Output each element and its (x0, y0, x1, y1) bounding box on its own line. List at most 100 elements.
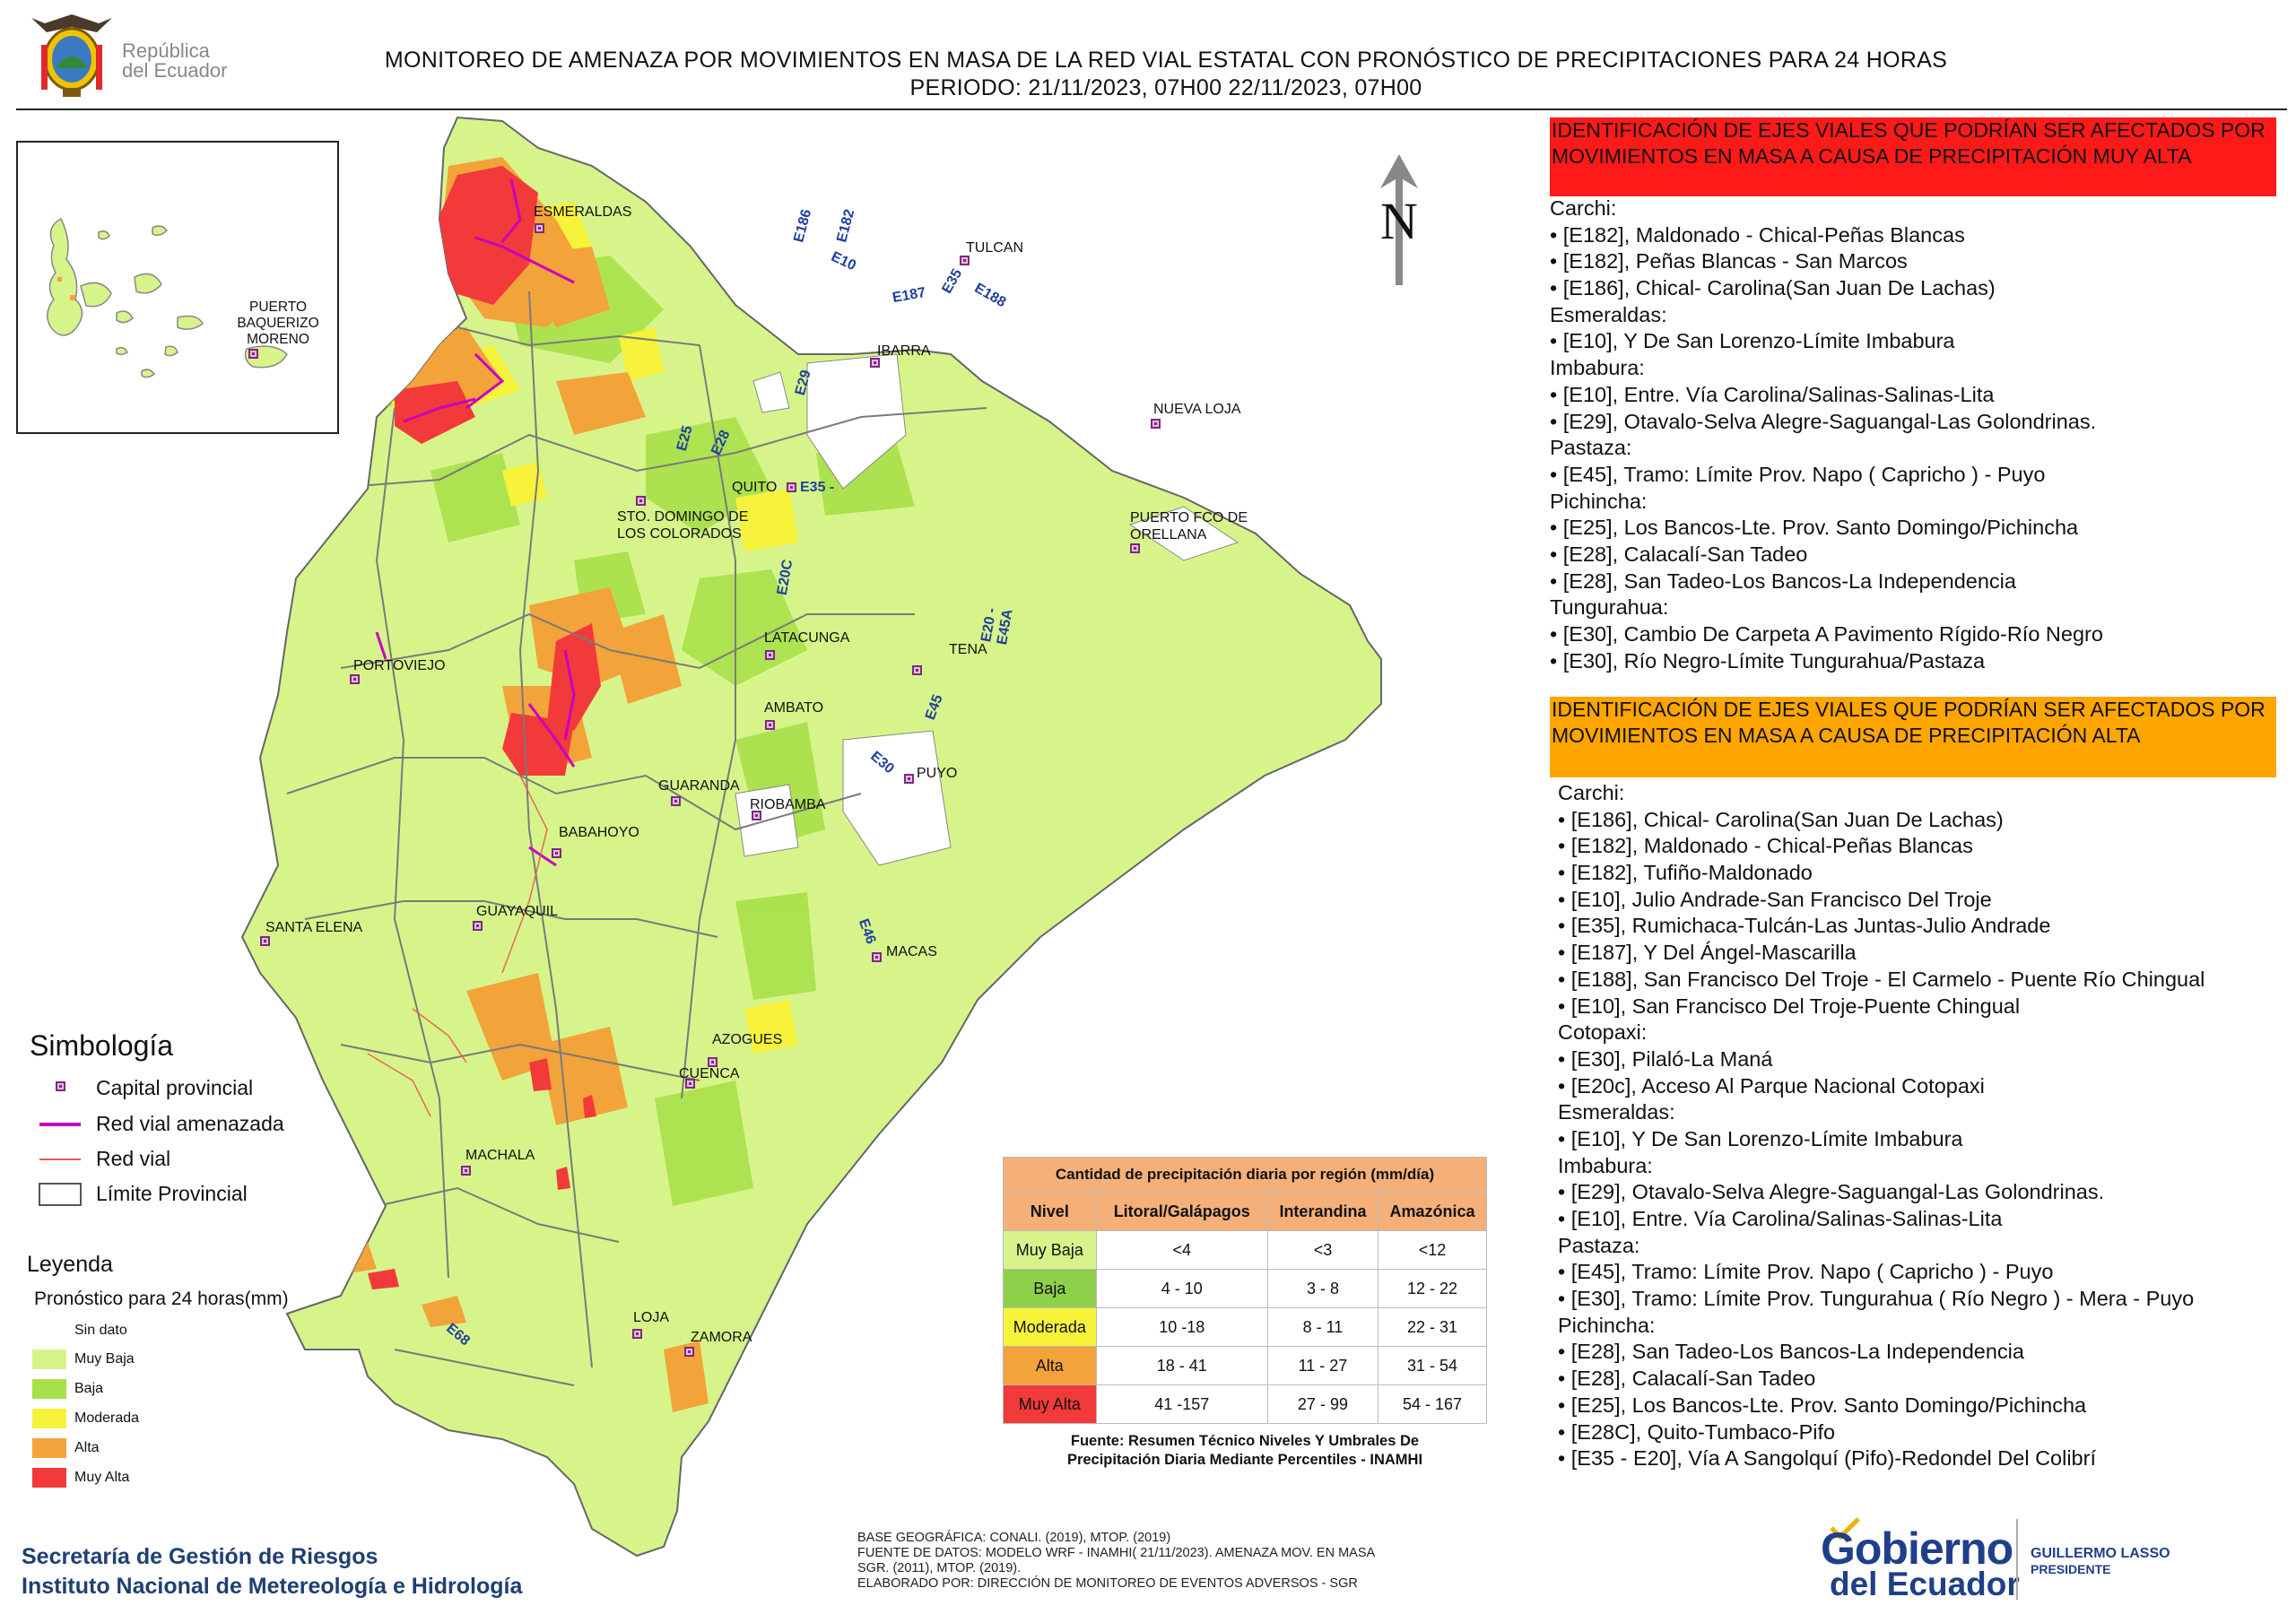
roads-list-alta: Carchi: • [E186], Chical- Carolina(San J… (1558, 780, 2205, 1472)
city-label-riobamba: RIOBAMBA (750, 797, 826, 812)
list-item: Esmeraldas: (1558, 1100, 1675, 1124)
legend-label: Moderada (74, 1410, 140, 1426)
list-item: • [E30], Cambio De Carpeta A Pavimento R… (1550, 622, 2103, 646)
capital-marker-icon (752, 811, 761, 820)
city-label-latacunga: LATACUNGA (764, 630, 850, 646)
capital-marker-icon (708, 1057, 718, 1067)
city-label-santa-elena: SANTA ELENA (265, 920, 363, 935)
president-name: GUILLERMO LASSO (2031, 1546, 2170, 1561)
city-label-puerto-baquerizo: PUERTO BAQUERIZO MORENO (237, 299, 319, 347)
capital-marker-icon (960, 256, 970, 265)
credit-line: SGR. (2011), MTOP. (2019). (857, 1561, 1022, 1575)
gobierno-check-icon (1830, 1517, 1860, 1541)
list-item: • [E30], Río Negro-Límite Tungurahua/Pas… (1550, 648, 1986, 673)
list-item: • [E10], Y De San Lorenzo-Límite Imbabur… (1558, 1126, 1963, 1150)
capital-marker-icon (872, 952, 882, 962)
legend-label: Muy Baja (74, 1351, 135, 1367)
city-label-cuenca: CUENCA (679, 1066, 740, 1081)
legend-swatch (32, 1409, 66, 1428)
city-label-puerto-orellana: PUERTO FCO DE ORELLANA (1130, 510, 1248, 542)
north-arrow-icon (1380, 154, 1418, 285)
legend-swatch (32, 1350, 66, 1369)
precip-cell: 54 - 167 (1378, 1384, 1487, 1424)
legend-title: Leyenda (27, 1252, 113, 1277)
republica-ecuador-logo: República del Ecuador (27, 9, 260, 103)
list-item: • [E28C], Quito-Tumbaco-Pifo (1558, 1419, 1836, 1444)
symbology-label: Límite Provincial (96, 1182, 248, 1205)
page-title: MONITOREO DE AMENAZA POR MOVIMIENTOS EN … (269, 47, 2063, 102)
source-line-2: Precipitación Diaria Mediante Percentile… (1066, 1452, 1423, 1468)
list-item: • [E182], Tufiño-Maldonado (1558, 861, 1813, 885)
list-item: • [E10], Entre. Vía Carolina/Salinas-Sal… (1558, 1207, 2003, 1230)
precip-cell: 41 -157 (1095, 1384, 1268, 1424)
gobierno-word: Gobierno (1821, 1523, 2013, 1574)
precip-cell: 22 - 31 (1378, 1307, 1487, 1347)
logo-line-2: del Ecuador (122, 59, 228, 82)
capital-marker-icon (870, 358, 880, 368)
capital-marker-icon (535, 223, 544, 233)
legend-label: Baja (74, 1381, 104, 1396)
list-item: Pastaza: (1550, 436, 1632, 460)
precip-cell: 18 - 41 (1095, 1346, 1268, 1385)
list-item: Tungurahua: (1550, 595, 1669, 620)
list-item: • [E20c], Acceso Al Parque Nacional Coto… (1558, 1073, 1985, 1098)
precip-level: Baja (1003, 1269, 1097, 1308)
precip-cell: 3 - 8 (1266, 1269, 1379, 1308)
symbology-label: Red vial amenazada (96, 1112, 284, 1135)
list-item: • [E29], Otavalo-Selva Alegre-Saguangal-… (1550, 409, 2097, 433)
list-item: • [E182], Peñas Blancas - San Marcos (1550, 249, 1908, 273)
list-item: • [E182], Maldonado - Chical-Peñas Blanc… (1550, 222, 1965, 247)
list-item: • [E35], Rumichaca-Tulcán-Las Juntas-Jul… (1558, 914, 2051, 938)
table-row: Muy Alta 41 -157 27 - 99 54 - 167 (1003, 1384, 1487, 1424)
symbology-label: Capital provincial (96, 1076, 254, 1099)
table-row: Baja 4 - 10 3 - 8 12 - 22 (1003, 1269, 1487, 1308)
road-label-e35-dash: E35 - (800, 480, 835, 495)
capital-marker-icon (473, 921, 483, 931)
capital-marker-icon (461, 1166, 471, 1176)
precip-level: Moderada (1003, 1307, 1097, 1347)
precip-cell: <12 (1378, 1230, 1487, 1270)
table-row: Moderada 10 -18 8 - 11 22 - 31 (1003, 1307, 1487, 1347)
list-item: • [E45], Tramo: Límite Prov. Napo ( Capr… (1550, 462, 2046, 486)
table-row: Alta 18 - 41 11 - 27 31 - 54 (1003, 1346, 1487, 1385)
legend-swatch (32, 1379, 66, 1399)
precip-table-title: Cantidad de precipitación diaria por reg… (1003, 1157, 1487, 1193)
city-label-guaranda: GUARANDA (658, 778, 740, 794)
precipitation-map (241, 117, 1382, 1557)
list-item: Carchi: (1550, 196, 1617, 220)
credit-line: ELABORADO POR: DIRECCIÓN DE MONITOREO DE… (857, 1576, 1358, 1591)
capital-marker-icon (684, 1347, 694, 1357)
list-item: Cotopaxi: (1558, 1020, 1648, 1045)
list-item: • [E25], Los Bancos-Lte. Prov. Santo Dom… (1550, 516, 2079, 540)
precip-table-source: Fuente: Resumen Técnico Niveles Y Umbral… (1003, 1432, 1487, 1470)
list-item: • [E186], Chical- Carolina(San Juan De L… (1550, 276, 1996, 300)
ecuador-map: ESMERALDAS TULCAN IBARRA NUEVA LOJA QUIT… (233, 112, 1543, 1565)
panel-heading-alta: IDENTIFICACIÓN DE EJES VIALES QUE PODRÍA… (1550, 697, 2276, 777)
magenta-line-icon (39, 1123, 81, 1126)
roads-list-muy-alta: Carchi: • [E182], Maldonado - Chical-Peñ… (1550, 195, 2103, 674)
precip-level: Alta (1003, 1346, 1097, 1385)
header-divider (16, 108, 2287, 110)
precip-cell: 12 - 22 (1378, 1269, 1487, 1308)
legend-subtitle: Pronóstico para 24 horas(mm) (34, 1289, 289, 1309)
list-item: Pastaza: (1558, 1233, 1640, 1257)
city-label-portoviejo: PORTOVIEJO (353, 658, 446, 673)
legend-label: Muy Alta (74, 1470, 130, 1485)
list-item: • [E28], Calacalí-San Tadeo (1550, 542, 1808, 566)
city-label-sto-domingo: STO. DOMINGO DE LOS COLORADOS (617, 509, 749, 542)
capital-marker-icon (350, 674, 360, 684)
capital-marker-icon (636, 496, 646, 506)
list-item: • [E10], Julio Andrade-San Francisco Del… (1558, 887, 1992, 911)
precip-header: Amazónica (1378, 1192, 1487, 1231)
city-label-quito: QUITO (732, 480, 778, 495)
list-item: Imbabura: (1550, 356, 1645, 380)
city-label-tulcan: TULCAN (966, 240, 1024, 256)
list-item: Pichincha: (1558, 1313, 1656, 1337)
credit-line: FUENTE DE DATOS: MODELO WRF - INAMHI( 21… (857, 1546, 1376, 1560)
city-label-babahoyo: BABAHOYO (559, 825, 639, 840)
list-item: • [E28], San Tadeo-Los Bancos-La Indepen… (1558, 1340, 2024, 1364)
list-item: • [E10], Entre. Vía Carolina/Salinas-Sal… (1550, 382, 1995, 406)
precip-cell: 8 - 11 (1266, 1307, 1379, 1347)
capital-marker-icon (671, 796, 681, 806)
precip-header: Nivel (1003, 1192, 1097, 1231)
